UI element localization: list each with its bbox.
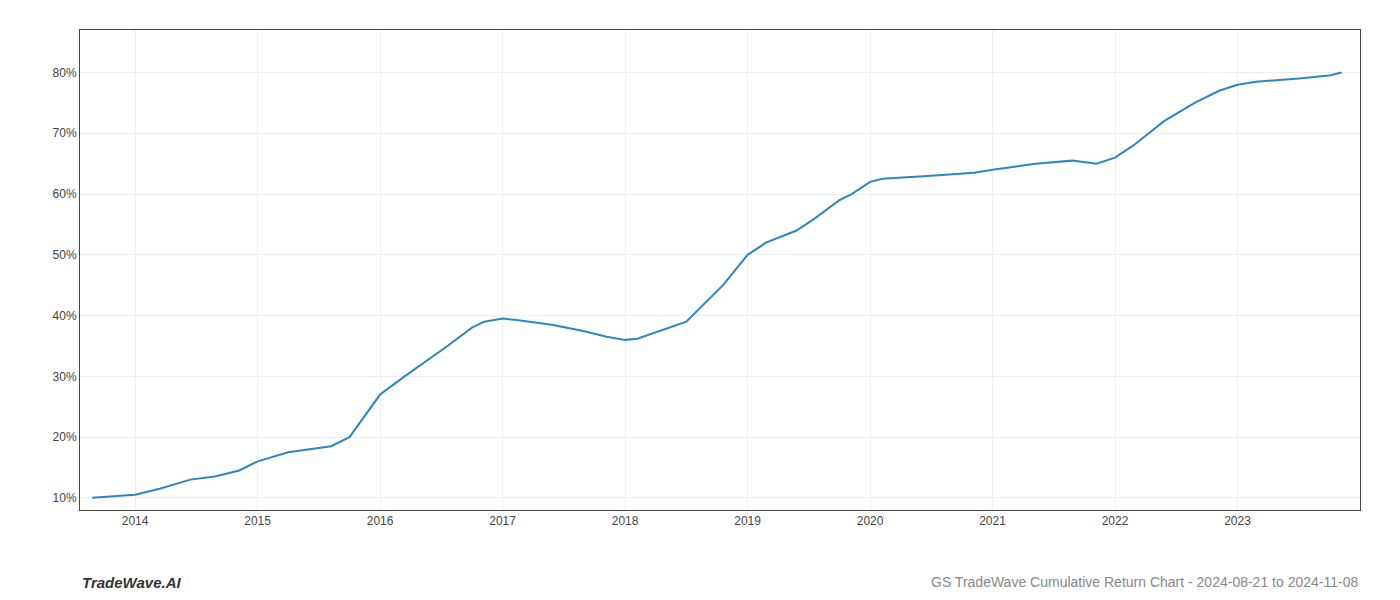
- svg-text:50%: 50%: [53, 248, 77, 262]
- svg-text:2020: 2020: [857, 514, 884, 528]
- svg-text:80%: 80%: [53, 66, 77, 80]
- svg-text:2015: 2015: [244, 514, 271, 528]
- svg-text:2023: 2023: [1224, 514, 1251, 528]
- svg-text:20%: 20%: [53, 430, 77, 444]
- svg-text:2017: 2017: [489, 514, 516, 528]
- svg-text:40%: 40%: [53, 309, 77, 323]
- svg-text:2022: 2022: [1102, 514, 1129, 528]
- svg-text:2016: 2016: [367, 514, 394, 528]
- svg-text:30%: 30%: [53, 370, 77, 384]
- svg-text:TradeWave.AI: TradeWave.AI: [82, 574, 181, 591]
- svg-text:2019: 2019: [734, 514, 761, 528]
- svg-text:2021: 2021: [979, 514, 1006, 528]
- svg-text:70%: 70%: [53, 126, 77, 140]
- svg-text:60%: 60%: [53, 187, 77, 201]
- svg-text:10%: 10%: [53, 491, 77, 505]
- svg-text:2014: 2014: [122, 514, 149, 528]
- svg-text:2018: 2018: [612, 514, 639, 528]
- svg-text:GS TradeWave Cumulative Return: GS TradeWave Cumulative Return Chart - 2…: [931, 574, 1358, 590]
